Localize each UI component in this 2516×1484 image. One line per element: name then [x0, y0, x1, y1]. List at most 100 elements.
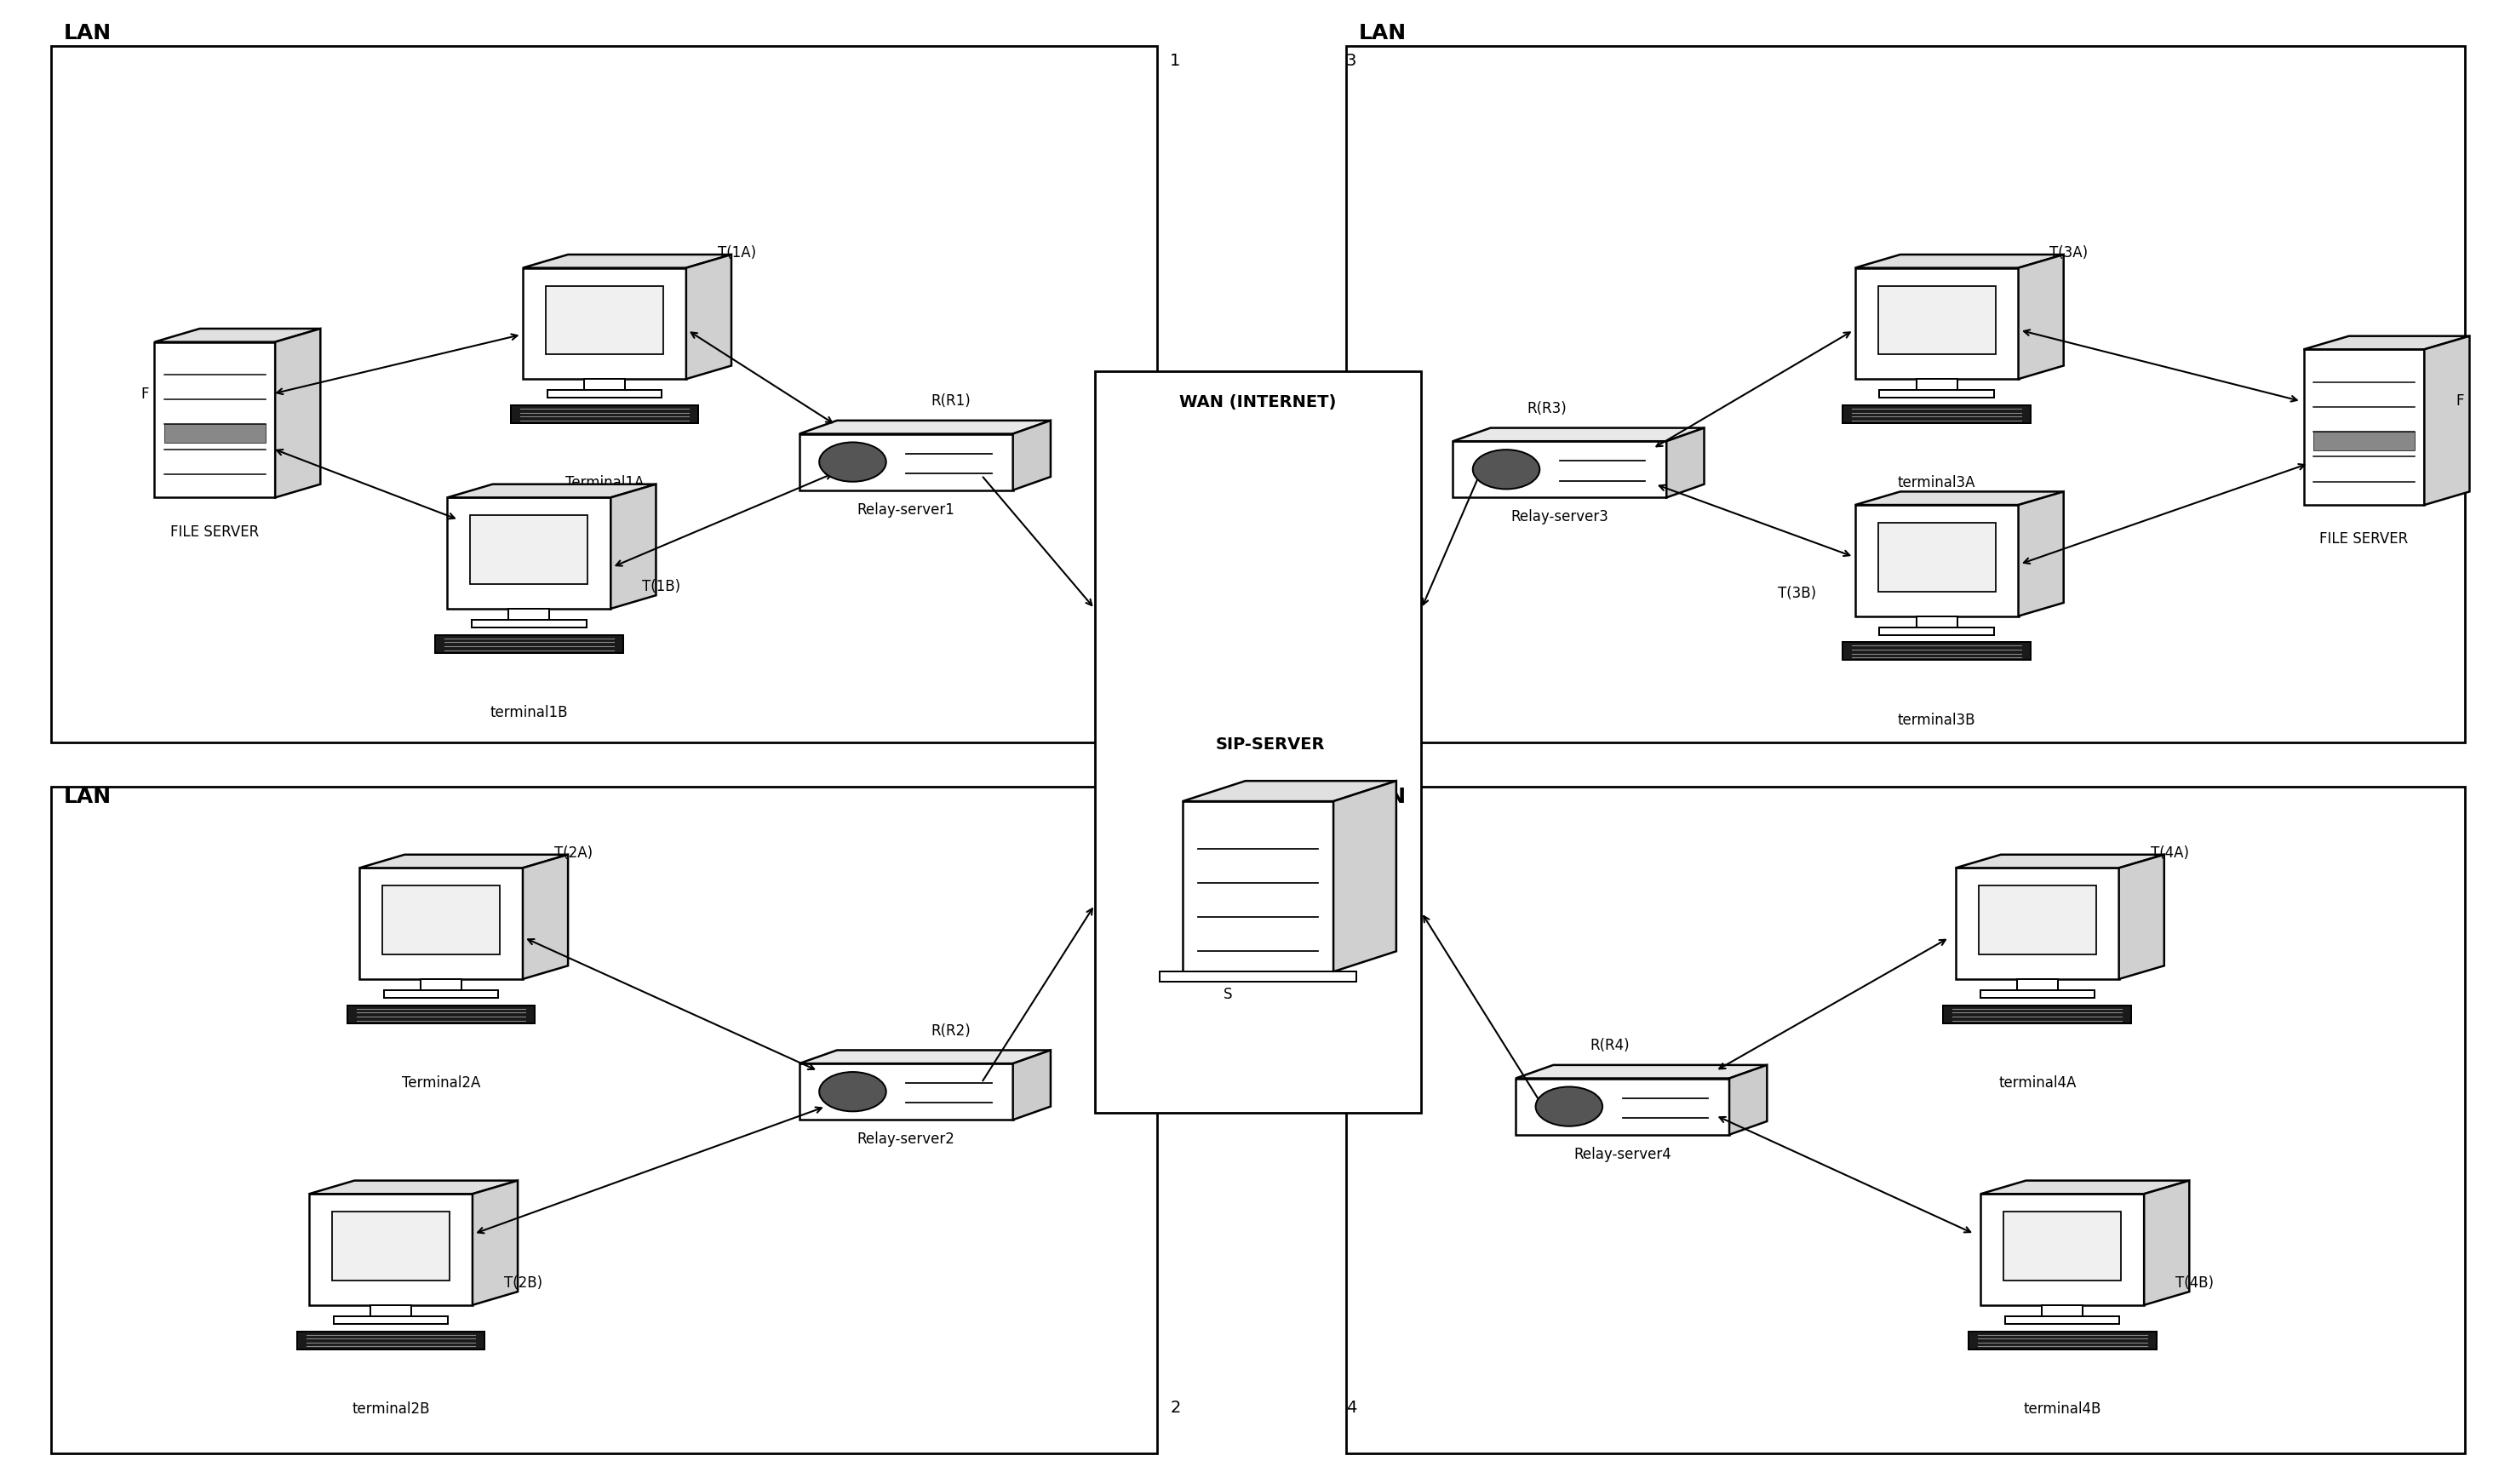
Bar	[153, 341, 274, 497]
Text: T(3B): T(3B)	[1779, 586, 1817, 601]
Text: terminal2B: terminal2B	[352, 1401, 430, 1417]
Circle shape	[1535, 1086, 1603, 1126]
Bar	[2003, 1211, 2121, 1281]
Bar	[1942, 1005, 2131, 1022]
Text: 4: 4	[1346, 1399, 1356, 1416]
Text: Relay-server4: Relay-server4	[1572, 1147, 1671, 1162]
Text: T(2A): T(2A)	[554, 846, 594, 861]
Text: Terminal1A: Terminal1A	[566, 475, 644, 491]
Bar	[800, 433, 1014, 490]
Polygon shape	[2018, 255, 2063, 378]
Bar	[584, 378, 624, 390]
Polygon shape	[1728, 1066, 1766, 1135]
Text: T(4B): T(4B)	[2176, 1275, 2214, 1291]
Bar	[1879, 628, 1993, 635]
Bar	[332, 1211, 450, 1281]
Bar	[548, 390, 662, 398]
Polygon shape	[523, 855, 569, 979]
Bar	[370, 1304, 410, 1316]
Polygon shape	[611, 484, 657, 608]
Bar	[50, 787, 1157, 1453]
Bar	[347, 1005, 536, 1022]
Bar	[1854, 269, 2018, 378]
Bar	[2043, 1304, 2083, 1316]
Bar	[1160, 972, 1356, 982]
Bar	[1346, 46, 2466, 742]
Polygon shape	[687, 255, 732, 378]
Text: LAN: LAN	[1359, 24, 1406, 45]
Bar	[360, 868, 523, 979]
Bar	[511, 405, 699, 423]
Circle shape	[1472, 450, 1540, 490]
Bar	[1877, 285, 1995, 355]
Bar	[448, 497, 611, 608]
Bar	[385, 990, 498, 997]
Polygon shape	[360, 855, 569, 868]
Text: LAN: LAN	[63, 24, 111, 45]
Text: LAN: LAN	[63, 787, 111, 807]
Circle shape	[820, 1071, 886, 1112]
Polygon shape	[153, 328, 320, 341]
Text: 1: 1	[1170, 53, 1180, 70]
Polygon shape	[800, 420, 1052, 433]
Polygon shape	[1515, 1066, 1766, 1079]
Bar	[1877, 522, 1995, 592]
Text: 3: 3	[1346, 53, 1356, 70]
Text: T(1B): T(1B)	[642, 579, 682, 594]
Bar	[1854, 505, 2018, 616]
Bar	[1842, 643, 2030, 660]
Text: T(3A): T(3A)	[2051, 245, 2088, 261]
Text: terminal4B: terminal4B	[2023, 1401, 2101, 1417]
Bar	[523, 269, 687, 378]
Bar	[470, 515, 589, 585]
Bar	[1978, 886, 2096, 954]
Polygon shape	[2018, 491, 2063, 616]
Bar	[1515, 1079, 1728, 1135]
Bar	[164, 424, 267, 444]
Bar	[1879, 390, 1993, 398]
Bar	[1452, 441, 1666, 497]
Bar	[1346, 787, 2466, 1453]
Text: WAN (INTERNET): WAN (INTERNET)	[1180, 393, 1336, 410]
Text: LAN: LAN	[1359, 787, 1406, 807]
Bar	[309, 1195, 473, 1304]
Polygon shape	[2425, 335, 2471, 505]
Text: R(R4): R(R4)	[1590, 1039, 1630, 1054]
Bar	[508, 608, 548, 620]
Bar	[382, 886, 501, 954]
Text: F: F	[2456, 393, 2463, 410]
Bar	[297, 1331, 486, 1349]
Bar	[2312, 432, 2415, 451]
Text: terminal1B: terminal1B	[491, 705, 569, 720]
Text: terminal3B: terminal3B	[1897, 712, 1975, 727]
Bar	[1980, 1195, 2144, 1304]
Bar	[1917, 378, 1957, 390]
Bar	[1917, 616, 1957, 628]
Bar	[1968, 1331, 2156, 1349]
Text: T(2B): T(2B)	[503, 1275, 543, 1291]
Polygon shape	[800, 1051, 1052, 1064]
Text: T(1A): T(1A)	[717, 245, 755, 261]
Polygon shape	[2118, 855, 2164, 979]
Bar	[800, 1064, 1014, 1120]
Bar	[546, 285, 664, 355]
Text: FILE SERVER: FILE SERVER	[171, 524, 259, 540]
Bar	[1183, 801, 1333, 972]
Bar	[1094, 371, 1422, 1113]
Text: F: F	[141, 386, 148, 402]
Text: terminal4A: terminal4A	[1998, 1076, 2076, 1091]
Polygon shape	[1854, 255, 2063, 269]
Polygon shape	[274, 328, 320, 497]
Text: 2: 2	[1170, 1399, 1180, 1416]
Bar	[1955, 868, 2118, 979]
Bar	[335, 1316, 448, 1324]
Bar	[473, 620, 586, 628]
Bar	[435, 635, 624, 653]
Text: T(4A): T(4A)	[2151, 846, 2189, 861]
Polygon shape	[1666, 427, 1703, 497]
Bar	[1980, 990, 2093, 997]
Text: Relay-server2: Relay-server2	[858, 1132, 956, 1147]
Polygon shape	[473, 1181, 518, 1304]
Text: S: S	[1223, 987, 1233, 1002]
Text: Relay-server1: Relay-server1	[858, 502, 956, 518]
